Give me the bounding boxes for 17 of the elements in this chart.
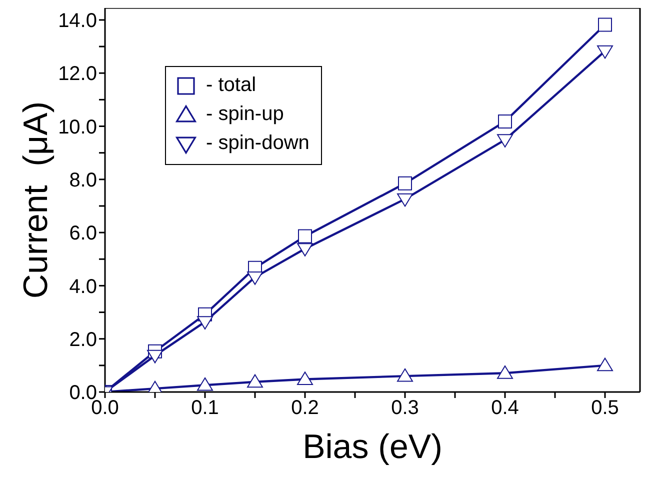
y-tick-label: 14.0 — [58, 10, 97, 32]
x-tick-label: 0.2 — [291, 397, 319, 420]
legend-label: - spin-down — [206, 131, 310, 156]
y-tick-label: 10.0 — [58, 116, 97, 138]
y-axis-title: Current (μA) — [17, 101, 55, 299]
y-tick-label: 6.0 — [69, 222, 97, 245]
y-tick-label: 2.0 — [69, 328, 97, 351]
legend-label: - spin-up — [206, 102, 284, 127]
x-tick-label: 0.5 — [591, 397, 619, 420]
x-tick-label: 0.3 — [391, 397, 419, 420]
y-tick-label: 4.0 — [69, 276, 97, 298]
x-tick-label: 0.1 — [191, 397, 219, 420]
x-tick-label: 0.4 — [491, 397, 519, 420]
x-axis-title: Bias (eV) — [302, 428, 442, 466]
y-tick-label: 8.0 — [69, 170, 97, 192]
legend-label: - total — [206, 73, 256, 98]
y-tick-label: 12.0 — [58, 63, 97, 86]
